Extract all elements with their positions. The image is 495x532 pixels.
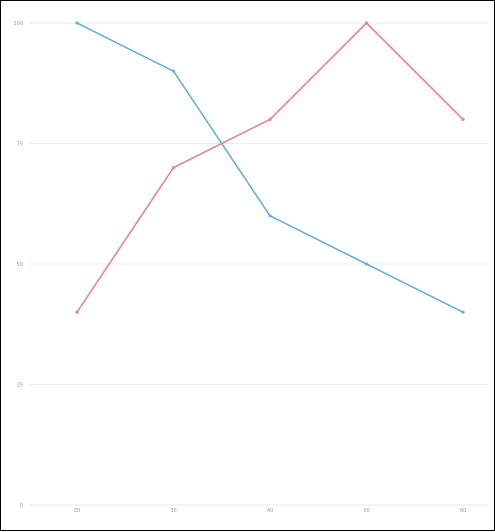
- data-point: [364, 21, 369, 25]
- y-tick-label: 100: [13, 21, 23, 27]
- data-point: [171, 69, 176, 73]
- y-tick-label: 25: [17, 383, 23, 389]
- x-tick-label: 20: [74, 508, 80, 514]
- y-axis-ticks: 0 25 50 75 100: [13, 21, 23, 509]
- data-point: [364, 262, 369, 266]
- y-tick-label: 0: [20, 503, 23, 509]
- data-point: [268, 117, 272, 121]
- series-line-2: [76, 22, 464, 313]
- y-tick-label: 50: [17, 262, 23, 268]
- data-point: [461, 117, 465, 121]
- data-point: [268, 214, 272, 218]
- x-axis-ticks: 20 30 40 50 60: [74, 508, 466, 514]
- x-tick-label: 60: [460, 508, 466, 514]
- x-tick-label: 40: [267, 508, 273, 514]
- data-point: [171, 166, 176, 170]
- x-tick-label: 30: [170, 508, 176, 514]
- series-line-1: [76, 22, 464, 313]
- y-tick-label: 75: [17, 142, 23, 148]
- data-point: [461, 310, 465, 314]
- data-point: [75, 21, 79, 25]
- series-lines: [75, 21, 465, 314]
- x-tick-label: 50: [363, 508, 369, 514]
- data-point: [75, 310, 79, 314]
- grid-lines: [29, 22, 489, 506]
